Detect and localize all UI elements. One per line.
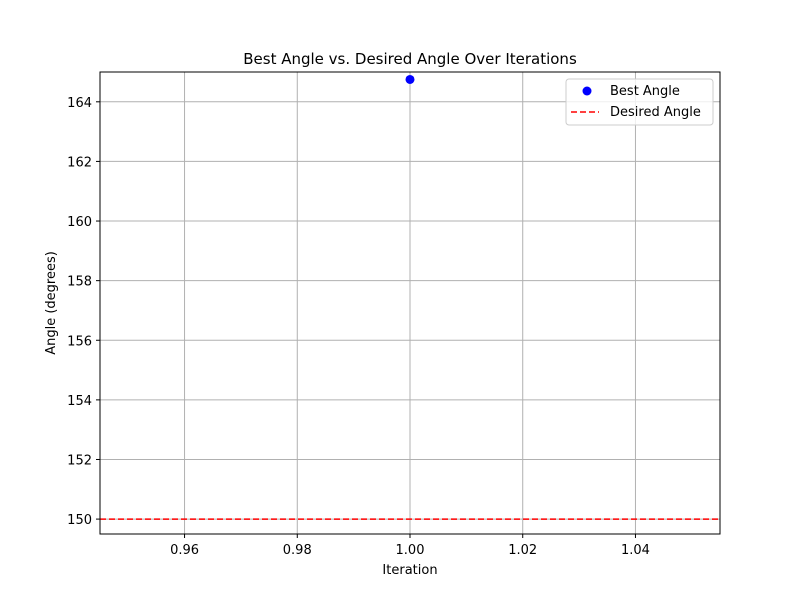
x-axis-label: Iteration	[382, 563, 437, 578]
y-axis: 150 152 154 156 158 160 162 164	[67, 96, 100, 528]
y-tick-label: 164	[67, 96, 92, 111]
legend-label-desired-angle: Desired Angle	[610, 105, 701, 120]
chart-title: Best Angle vs. Desired Angle Over Iterat…	[243, 50, 577, 68]
legend-label-best-angle: Best Angle	[610, 84, 680, 99]
legend-box	[565, 78, 714, 126]
x-axis: 0.96 0.98 1.00 1.02 1.04	[170, 534, 650, 558]
y-tick-label: 152	[67, 453, 92, 468]
y-tick-label: 160	[67, 215, 92, 230]
y-tick-label: 156	[67, 334, 92, 349]
x-tick-label: 1.00	[396, 543, 425, 558]
x-tick-label: 1.04	[621, 543, 650, 558]
legend-marker-best-angle	[582, 86, 592, 96]
y-axis-label: Angle (degrees)	[44, 251, 59, 355]
x-tick-label: 0.96	[170, 543, 199, 558]
y-tick-label: 158	[67, 275, 92, 290]
best-angle-point	[405, 74, 415, 84]
x-tick-label: 0.98	[283, 543, 312, 558]
y-tick-label: 154	[67, 394, 92, 409]
series-layer	[100, 74, 720, 520]
y-tick-label: 162	[67, 155, 92, 170]
grid-lines	[100, 72, 720, 534]
x-tick-label: 1.02	[508, 543, 537, 558]
legend: Best Angle Desired Angle	[565, 78, 714, 126]
y-tick-label: 150	[67, 513, 92, 528]
